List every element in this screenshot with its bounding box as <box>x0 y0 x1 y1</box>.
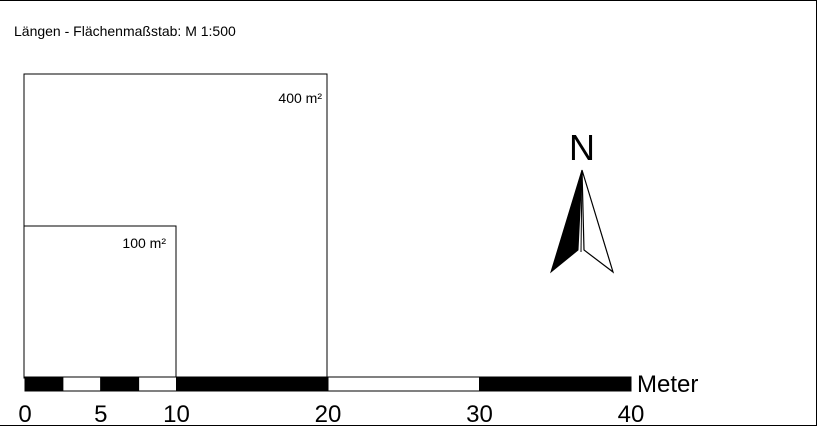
north-arrow-icon <box>550 169 615 274</box>
scale-segment <box>62 376 102 392</box>
scale-segment <box>24 376 64 392</box>
scale-tick-label: 0 <box>18 401 31 428</box>
scale-tick-label: 10 <box>163 401 190 428</box>
area-label-100: 100 m² <box>122 235 166 251</box>
scale-title: Längen - Flächenmaßstab: M 1:500 <box>14 23 236 39</box>
scale-segment <box>138 376 177 392</box>
scale-unit-label: Meter <box>637 371 698 398</box>
scale-bar <box>24 376 632 392</box>
scale-segment <box>100 376 140 392</box>
scale-tick-label: 30 <box>466 401 493 428</box>
scale-tick-labels: 0 5 10 20 30 40 <box>18 401 644 428</box>
scale-tick-label: 5 <box>94 401 107 428</box>
scale-segment <box>327 376 480 392</box>
scale-segment <box>479 376 632 392</box>
diagram-frame <box>0 0 817 426</box>
scale-tick-label: 20 <box>315 401 342 428</box>
north-label: N <box>569 127 595 168</box>
area-label-400: 400 m² <box>278 90 322 106</box>
scale-tick-label: 40 <box>618 401 645 428</box>
scale-segment <box>176 376 329 392</box>
